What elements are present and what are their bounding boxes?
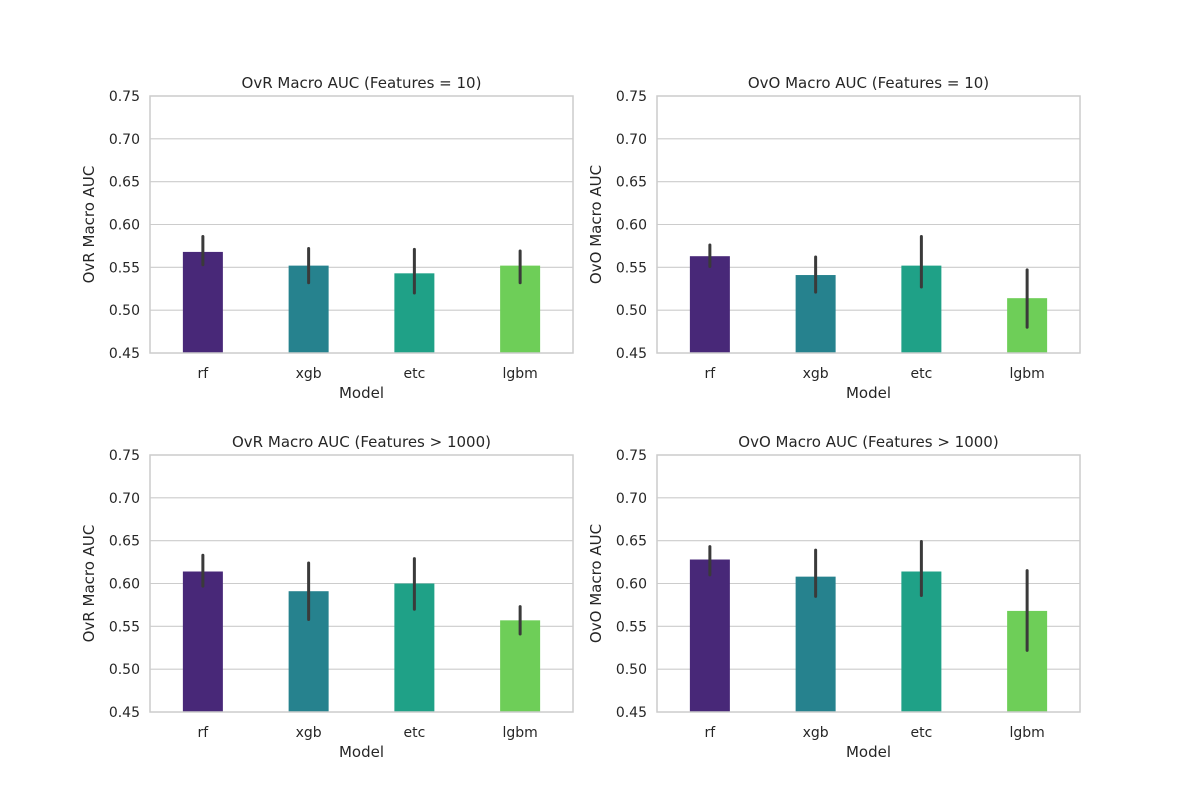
y-tick-label: 0.55 <box>109 260 140 276</box>
y-tick-label: 0.50 <box>109 662 140 678</box>
x-tick-label: rf <box>705 725 717 741</box>
bars: rf xgb etc lgbm <box>689 234 1048 382</box>
x-axis-label: Model <box>339 743 384 761</box>
x-tick-label: xgb <box>296 366 322 382</box>
x-tick-label: etc <box>403 725 425 741</box>
y-tick-label: 0.60 <box>616 218 647 234</box>
bar-xgb <box>795 576 836 712</box>
y-tick-label: 0.65 <box>109 534 140 550</box>
subplot-ovo-features-1000: 0.45 0.50 0.55 0.60 0.65 0.70 0.75 rf xgb etc lgbm… <box>587 433 1081 761</box>
y-tick-label: 0.65 <box>109 175 140 191</box>
subplot-title: OvR Macro AUC (Features = 10) <box>242 74 482 92</box>
y-tick-label: 0.50 <box>109 303 140 319</box>
subplot-title: OvO Macro AUC (Features > 1000) <box>738 433 998 451</box>
y-tick-label: 0.70 <box>109 491 140 507</box>
y-tick-label: 0.75 <box>616 448 647 464</box>
y-axis-label: OvR Macro AUC <box>80 525 98 643</box>
y-tick-label: 0.60 <box>616 577 647 593</box>
y-tick-label: 0.50 <box>616 303 647 319</box>
x-tick-label: xgb <box>296 725 322 741</box>
subplot-title: OvO Macro AUC (Features = 10) <box>748 74 989 92</box>
y-axis-label: OvO Macro AUC <box>587 165 605 284</box>
x-tick-label: rf <box>198 725 210 741</box>
y-tick-label: 0.45 <box>109 346 140 362</box>
y-tick-label: 0.45 <box>616 346 647 362</box>
x-tick-label: xgb <box>803 366 829 382</box>
bar-lgbm <box>500 620 541 712</box>
y-tick-label: 0.70 <box>109 132 140 148</box>
axes-frame <box>656 95 1081 354</box>
y-tick-label: 0.75 <box>616 89 647 105</box>
y-tick-label: 0.50 <box>616 662 647 678</box>
x-axis-label: Model <box>846 743 891 761</box>
y-tick-label: 0.45 <box>616 705 647 721</box>
x-tick-label: lgbm <box>1009 725 1044 741</box>
x-tick-label: etc <box>910 725 932 741</box>
y-tick-label: 0.70 <box>616 132 647 148</box>
x-tick-label: etc <box>403 366 425 382</box>
x-tick-label: lgbm <box>502 725 537 741</box>
y-tick-label: 0.60 <box>109 577 140 593</box>
y-tick-label: 0.60 <box>109 218 140 234</box>
x-tick-label: rf <box>198 366 210 382</box>
y-tick-label: 0.55 <box>616 260 647 276</box>
x-tick-label: etc <box>910 366 932 382</box>
y-tick-label: 0.65 <box>616 175 647 191</box>
y-tick-label: 0.65 <box>616 534 647 550</box>
x-axis-label: Model <box>339 384 384 402</box>
y-tick-label: 0.75 <box>109 89 140 105</box>
y-tick-label: 0.55 <box>109 619 140 635</box>
x-tick-label: lgbm <box>502 366 537 382</box>
axes-frame <box>149 95 574 354</box>
bars: rf xgb etc lgbm <box>182 234 541 382</box>
gridlines: 0.45 0.50 0.55 0.60 0.65 0.70 0.75 <box>109 89 573 362</box>
bars: rf xgb etc lgbm <box>689 540 1048 741</box>
y-tick-label: 0.70 <box>616 491 647 507</box>
y-axis-label: OvR Macro AUC <box>80 166 98 284</box>
subplot-ovr-features-10: 0.45 0.50 0.55 0.60 0.65 0.70 0.75 rf xgb etc lgbm… <box>80 74 574 402</box>
bar-rf <box>182 251 223 353</box>
x-tick-label: rf <box>705 366 717 382</box>
bar-rf <box>689 256 730 353</box>
subplot-ovr-features-1000: 0.45 0.50 0.55 0.60 0.65 0.70 0.75 rf xgb etc lgbm… <box>80 433 574 761</box>
axes-frame <box>149 454 574 713</box>
bar-rf <box>182 571 223 712</box>
y-tick-label: 0.45 <box>109 705 140 721</box>
subplot-title: OvR Macro AUC (Features > 1000) <box>232 433 491 451</box>
subplot-ovo-features-10: 0.45 0.50 0.55 0.60 0.65 0.70 0.75 rf xgb etc lgbm… <box>587 74 1081 402</box>
y-tick-label: 0.55 <box>616 619 647 635</box>
x-tick-label: lgbm <box>1009 366 1044 382</box>
bars: rf xgb etc lgbm <box>182 553 541 741</box>
x-axis-label: Model <box>846 384 891 402</box>
y-axis-label: OvO Macro AUC <box>587 524 605 643</box>
axes-frame <box>656 454 1081 713</box>
bar-rf <box>689 559 730 712</box>
x-tick-label: xgb <box>803 725 829 741</box>
y-tick-label: 0.75 <box>109 448 140 464</box>
